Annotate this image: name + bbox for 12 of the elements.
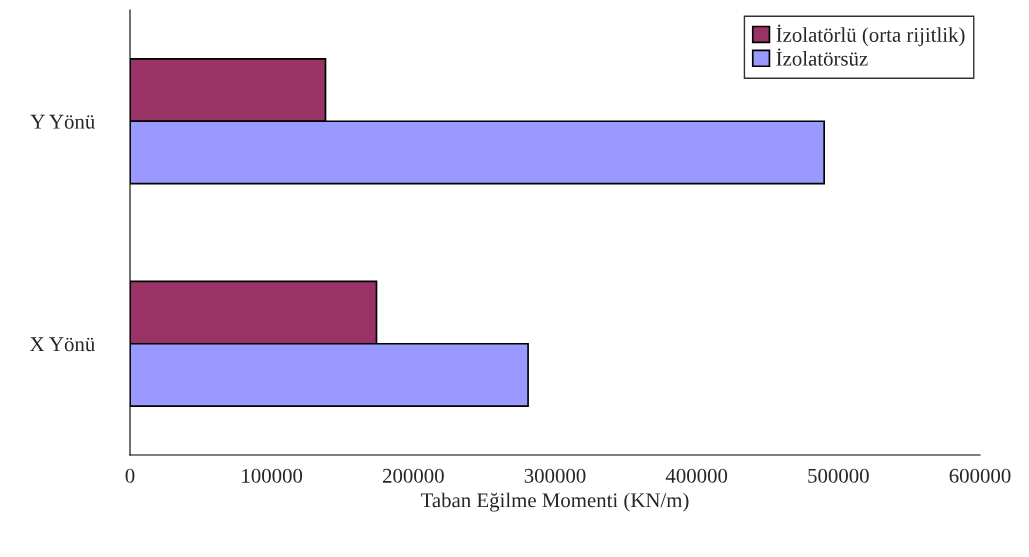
legend-label: İzolatörsüz [776,48,868,66]
x-tick-label: 400000 [665,468,728,483]
x-tick-label: 500000 [808,468,869,483]
x-tick-label: 200000 [383,468,444,483]
x-tick-label: 100000 [242,468,303,483]
x-tick-label: 300000 [524,468,586,483]
x-tick-label: 600000 [949,468,1011,483]
x-axis-title: Taban Eğilme Momenti (KN/m) [421,492,689,512]
y-tick-label: Y Yönü [30,114,95,129]
y-tick-label: X Yönü [29,337,95,352]
legend-label: İzolatörlü (orta rijitlik) [776,24,965,47]
x-tick-label: 0 [125,468,135,483]
